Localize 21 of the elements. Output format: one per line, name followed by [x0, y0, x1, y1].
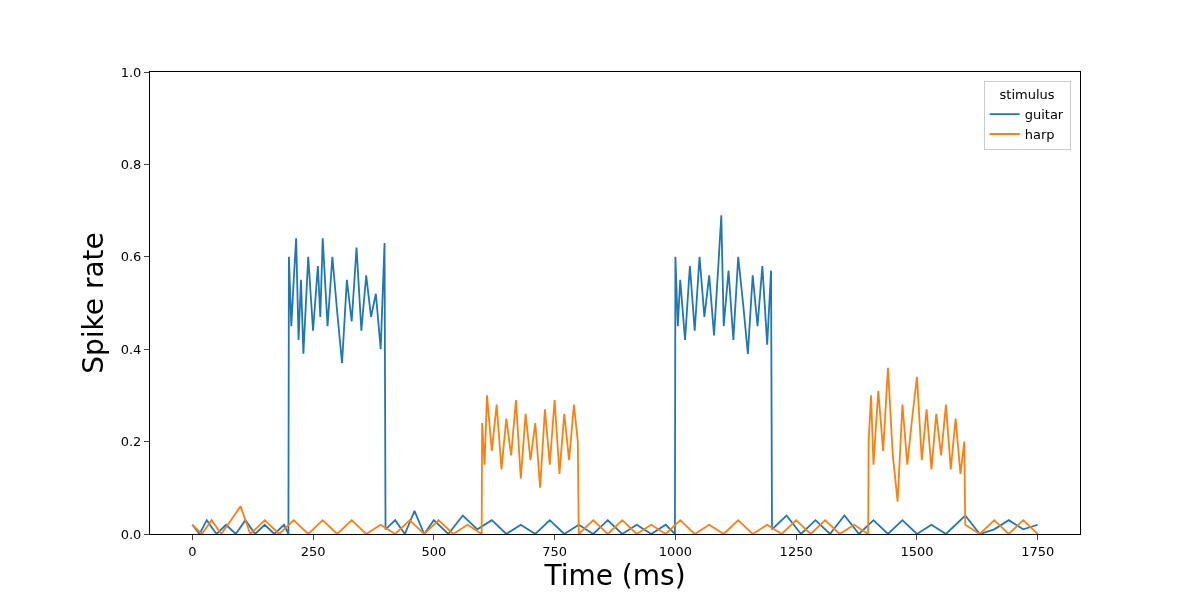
y-tick-label: 0.0	[120, 526, 142, 542]
x-tick-label: 250	[300, 543, 326, 559]
y-tick-label: 0.8	[120, 156, 142, 172]
legend-label: harp	[1024, 127, 1055, 143]
x-tick-label: 1750	[1021, 543, 1055, 559]
legend-title: stimulus	[999, 87, 1055, 103]
x-tick-label: 0	[188, 543, 197, 559]
y-tick-label: 0.6	[120, 249, 142, 265]
line-series	[191, 214, 1039, 534]
x-tick-label: 500	[421, 543, 447, 559]
y-tick-label: 1.0	[120, 64, 142, 80]
x-tick-label: 1000	[658, 543, 692, 559]
y-tick-label: 0.4	[120, 341, 142, 357]
x-tick-label: 1250	[779, 543, 813, 559]
x-tick-label: 750	[542, 543, 568, 559]
y-axis-title: Spike rate	[77, 232, 111, 374]
x-axis-title: Time (ms)	[543, 558, 686, 592]
line-series	[191, 366, 1039, 534]
y-tick-label: 0.2	[120, 434, 142, 450]
legend-label: guitar	[1024, 107, 1064, 123]
x-tick-label: 1500	[900, 543, 934, 559]
